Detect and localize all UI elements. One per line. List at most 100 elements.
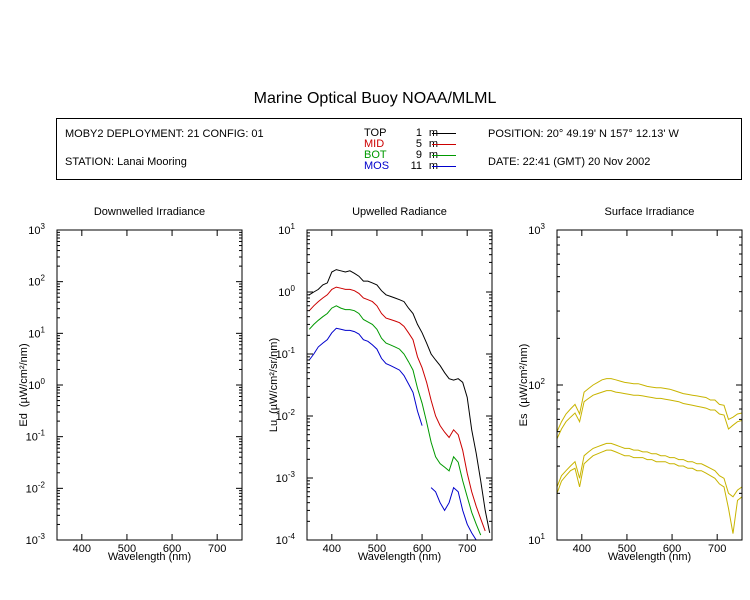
y-tick-label: 102 — [528, 377, 545, 392]
y-tick-exponent: 2 — [41, 274, 46, 283]
y-tick-base: 10 — [276, 411, 288, 423]
x-tick-label: 700 — [208, 543, 226, 555]
plot-frame — [556, 229, 743, 541]
y-tick-exponent: -3 — [288, 470, 296, 479]
legend-name: BOT — [364, 149, 387, 161]
x-tick-label: 600 — [413, 543, 431, 555]
x-axis-label: Wavelength (nm) — [108, 551, 191, 563]
legend-depth: 5 — [415, 138, 422, 150]
y-axis-label: Lu (µW/cm²/sr/nm) — [268, 338, 280, 432]
y-tick-label: 10-3 — [276, 470, 296, 485]
legend-depth: 9 — [415, 149, 422, 161]
deployment-text: MOBY2 DEPLOYMENT: 21 CONFIG: 01 — [65, 128, 264, 140]
y-tick-label: 103 — [28, 222, 45, 237]
x-tick-label: 700 — [458, 543, 476, 555]
y-tick-base: 10 — [276, 349, 288, 361]
y-tick-exponent: -1 — [288, 346, 296, 355]
x-tick-label: 500 — [368, 543, 386, 555]
y-tick-base: 10 — [278, 287, 290, 299]
series-line-2 — [557, 390, 742, 440]
y-tick-label: 100 — [28, 377, 45, 392]
chart-title: Upwelled Radiance — [352, 206, 447, 218]
series-line-3 — [557, 442, 742, 498]
legend-name: MOS — [364, 160, 390, 172]
y-tick-base: 10 — [28, 380, 40, 392]
chart-title: Surface Irradiance — [605, 206, 695, 218]
date-text: DATE: 22:41 (GMT) 20 Nov 2002 — [488, 156, 651, 168]
x-tick-label: 500 — [118, 543, 136, 555]
legend-line-mid — [432, 144, 456, 145]
y-tick-base: 10 — [278, 225, 290, 237]
y-tick-base: 10 — [26, 432, 38, 444]
legend-line-mos — [432, 166, 456, 167]
y-axis-quantity: Lu — [268, 420, 280, 432]
y-tick-base: 10 — [28, 328, 40, 340]
y-tick-label: 10-2 — [276, 408, 296, 423]
page-title: Marine Optical Buoy NOAA/MLML — [253, 90, 497, 107]
y-axis-units: (µW/cm²/nm) — [18, 343, 30, 407]
legend-name: MID — [364, 138, 385, 150]
y-tick-base: 10 — [528, 535, 540, 547]
x-tick-label: 400 — [323, 543, 341, 555]
legend-depth: 1 — [415, 127, 422, 139]
x-tick-label: 400 — [573, 543, 591, 555]
series-line-2 — [308, 286, 486, 532]
y-tick-base: 10 — [276, 535, 288, 547]
y-tick-exponent: -2 — [38, 480, 46, 489]
y-tick-exponent: -2 — [288, 408, 296, 417]
series-line-4 — [308, 327, 423, 426]
legend-name: TOP — [364, 127, 387, 139]
x-tick-label: 400 — [73, 543, 91, 555]
y-tick-exponent: 1 — [291, 222, 296, 231]
y-tick-exponent: 1 — [41, 325, 46, 334]
y-tick-exponent: 2 — [541, 377, 546, 386]
plot-frame — [306, 229, 493, 541]
y-axis-quantity: Ed — [18, 413, 30, 426]
y-tick-exponent: -4 — [288, 532, 296, 541]
chart-panel-2: Upwelled Radiance 400 500 600 700 Wavelength … — [268, 206, 493, 563]
y-tick-exponent: 1 — [541, 532, 546, 541]
y-tick-label: 100 — [278, 284, 295, 299]
series-line-5 — [430, 486, 477, 540]
y-tick-base: 10 — [26, 483, 38, 495]
series-line-4 — [557, 449, 742, 534]
legend-depth: 11 — [410, 160, 422, 172]
y-axis-label: Es (µW/cm²/nm) — [518, 344, 530, 427]
y-tick-label: 103 — [528, 222, 545, 237]
y-tick-exponent: -1 — [38, 429, 46, 438]
y-tick-label: 10-3 — [26, 532, 46, 547]
x-axis-label: Wavelength (nm) — [608, 551, 691, 563]
y-tick-exponent: -3 — [38, 532, 46, 541]
plot-frame — [56, 229, 243, 541]
chart-panel-3: Surface Irradiance 400 500 600 700 Wavelength… — [518, 206, 743, 563]
x-tick-label: 700 — [708, 543, 726, 555]
y-tick-exponent: 3 — [41, 222, 46, 231]
station-text: STATION: Lanai Mooring — [65, 156, 187, 168]
y-tick-base: 10 — [28, 225, 40, 237]
chart-title: Downwelled Irradiance — [94, 206, 205, 218]
y-tick-base: 10 — [28, 277, 40, 289]
y-tick-label: 10-2 — [26, 480, 46, 495]
y-axis-units: (µW/cm²/nm) — [518, 344, 530, 408]
y-tick-label: 10-4 — [276, 532, 296, 547]
position-text: POSITION: 20° 49.19' N 157° 12.13' W — [488, 128, 679, 140]
y-tick-exponent: 3 — [541, 222, 546, 231]
x-tick-label: 500 — [618, 543, 636, 555]
y-tick-label: 101 — [278, 222, 295, 237]
x-axis-label: Wavelength (nm) — [358, 551, 441, 563]
y-tick-label: 101 — [28, 325, 45, 340]
x-tick-label: 600 — [663, 543, 681, 555]
y-tick-label: 101 — [528, 532, 545, 547]
series-line-1 — [557, 378, 742, 432]
y-tick-label: 10-1 — [26, 429, 46, 444]
y-tick-base: 10 — [276, 473, 288, 485]
y-axis-units: (µW/cm²/sr/nm) — [268, 338, 280, 414]
y-tick-base: 10 — [26, 535, 38, 547]
y-tick-label: 10-1 — [276, 346, 296, 361]
chart-panel-1: Downwelled Irradiance 400 500 600 700 Wavelen… — [18, 206, 243, 563]
y-tick-label: 102 — [28, 274, 45, 289]
y-tick-base: 10 — [528, 380, 540, 392]
y-axis-label: Ed (µW/cm²/nm) — [18, 343, 30, 426]
legend-line-bot — [432, 155, 456, 156]
